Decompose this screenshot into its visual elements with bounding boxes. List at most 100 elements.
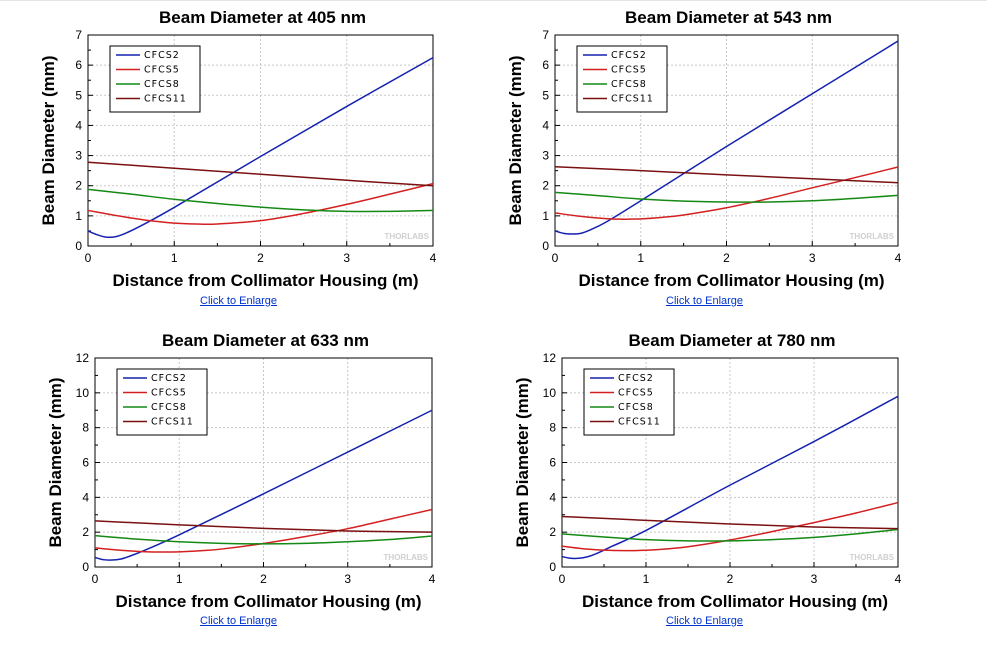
legend-label-cfcs2: CFCS2: [151, 373, 187, 384]
x-tick-label: 1: [643, 572, 650, 586]
series-line-cfcs5: [94, 508, 433, 553]
series-line-cfcs8: [561, 528, 899, 542]
y-tick-label: 6: [82, 456, 89, 470]
y-tick-label: 2: [75, 179, 82, 193]
y-tick-label: 0: [75, 239, 82, 253]
y-axis-title: Beam Diameter (mm): [506, 55, 525, 225]
y-tick-label: 6: [542, 58, 549, 72]
y-tick-label: 0: [542, 239, 549, 253]
x-tick-label: 4: [430, 251, 437, 265]
chart-group: Beam Diameter at 405 nm 0 1 2 3 4 0 1 2 3 4 5 6 7 Dist…: [39, 8, 437, 290]
chart-group: Beam Diameter at 780 nm0 1 2 3 4024681012Dis…: [513, 331, 902, 611]
x-tick-label: 2: [260, 572, 267, 586]
x-tick-label: 4: [895, 572, 902, 586]
legend-label-cfcs2: CFCS2: [144, 50, 180, 61]
y-tick-label: 2: [549, 525, 556, 539]
chart-780nm: Beam Diameter at 780 nm0 1 2 3 4024681012Dis…: [513, 331, 902, 611]
y-tick-label: 10: [76, 386, 90, 400]
x-tick-label: 1: [171, 251, 178, 265]
x-axis-title: Distance from Collimator Housing (m): [112, 271, 418, 290]
y-axis-title: Beam Diameter (mm): [513, 377, 532, 547]
legend-label-cfcs8: CFCS8: [618, 402, 654, 413]
chart-633nm: Beam Diameter at 633 nm0 1 2 3 4024681012Dis…: [46, 331, 436, 611]
x-tick-label: 3: [343, 251, 350, 265]
series-line-cfcs2: [87, 56, 434, 239]
legend-label-cfcs5: CFCS5: [618, 388, 654, 399]
series-line-cfcs5: [554, 166, 899, 220]
legend-label-cfcs11: CFCS11: [611, 94, 654, 105]
y-tick-label: 4: [542, 118, 549, 132]
y-tick-label: 10: [543, 386, 557, 400]
y-tick-label: 1: [75, 209, 82, 223]
y-axis-title: Beam Diameter (mm): [46, 377, 65, 547]
chart-title: Beam Diameter at 405 nm: [159, 8, 366, 27]
x-axis-title: Distance from Collimator Housing (m): [578, 271, 884, 290]
x-axis-title: Distance from Collimator Housing (m): [115, 592, 421, 611]
legend-label-cfcs5: CFCS5: [151, 388, 187, 399]
chart-543nm: Beam Diameter at 543 nm 0 1 2 3 4 0 1 2 3 4 5 6 7 Dist…: [506, 8, 902, 290]
x-tick-label: 3: [809, 251, 816, 265]
series-line-cfcs8: [554, 191, 899, 203]
y-tick-label: 0: [549, 560, 556, 574]
series-line-cfcs5: [561, 501, 899, 552]
y-tick-label: 3: [542, 149, 549, 163]
legend-label-cfcs11: CFCS11: [144, 94, 187, 105]
y-tick-label: 6: [549, 456, 556, 470]
y-tick-label: 12: [76, 351, 90, 365]
x-tick-label: 0: [85, 251, 92, 265]
legend-label-cfcs8: CFCS8: [611, 79, 647, 90]
y-tick-label: 5: [75, 88, 82, 102]
x-tick-label: 4: [895, 251, 902, 265]
y-tick-label: 1: [542, 209, 549, 223]
series-line-cfcs5: [87, 182, 434, 226]
x-tick-label: 3: [811, 572, 818, 586]
series-line-cfcs2: [561, 395, 899, 560]
thorlabs-watermark: THORLABS: [850, 553, 895, 562]
series-line-cfcs11: [94, 520, 433, 533]
y-axis-title: Beam Diameter (mm): [39, 55, 58, 225]
legend-label-cfcs2: CFCS2: [611, 50, 647, 61]
x-tick-label: 2: [257, 251, 264, 265]
y-tick-label: 7: [75, 28, 82, 42]
click-to-enlarge-link-780nm[interactable]: Click to Enlarge: [666, 615, 744, 627]
thorlabs-watermark: THORLABS: [384, 553, 429, 562]
series-line-cfcs11: [561, 515, 899, 530]
x-tick-label: 0: [92, 572, 99, 586]
x-axis-title: Distance from Collimator Housing (m): [582, 592, 888, 611]
legend-box: [576, 45, 668, 113]
x-tick-label: 0: [552, 251, 559, 265]
chart-405nm: Beam Diameter at 405 nm 0 1 2 3 4 0 1 2 3 4 5 6 7 Dist…: [39, 8, 437, 290]
y-tick-label: 8: [549, 421, 556, 435]
chart-title: Beam Diameter at 543 nm: [625, 8, 832, 27]
y-tick-label: 0: [82, 560, 89, 574]
series-line-cfcs11: [554, 165, 899, 184]
legend-label-cfcs2: CFCS2: [618, 373, 654, 384]
legend-label-cfcs8: CFCS8: [144, 79, 180, 90]
click-to-enlarge-link-543nm[interactable]: Click to Enlarge: [666, 295, 744, 307]
click-to-enlarge-link-633nm[interactable]: Click to Enlarge: [200, 615, 278, 627]
y-tick-label: 6: [75, 58, 82, 72]
legend-box: [116, 368, 208, 436]
top-border: [0, 0, 987, 1]
y-tick-label: 3: [75, 149, 82, 163]
legend-label-cfcs11: CFCS11: [151, 417, 194, 428]
chart-panel-780nm: Beam Diameter at 780 nm 0 1 2 3 4 0 2 4 6 8 10 12 Dis…: [470, 325, 950, 648]
chart-title: Beam Diameter at 633 nm: [162, 331, 369, 350]
legend-box: [583, 368, 675, 436]
legend-box: [109, 45, 201, 113]
chart-title: Beam Diameter at 780 nm: [629, 331, 836, 350]
legend-label-cfcs5: CFCS5: [144, 65, 180, 76]
chart-panel-543nm: Beam Diameter at 543 nm 0 1 2 3 4 0 1 2 3 4 5 6 7 Dist…: [470, 0, 950, 320]
y-tick-label: 7: [542, 28, 549, 42]
x-tick-label: 2: [723, 251, 730, 265]
x-tick-label: 1: [176, 572, 183, 586]
y-tick-label: 4: [75, 118, 82, 132]
legend-label-cfcs8: CFCS8: [151, 402, 187, 413]
click-to-enlarge-link-405nm[interactable]: Click to Enlarge: [200, 295, 278, 307]
chart-panel-633nm: Beam Diameter at 633 nm 0 1 2 3 4 0 2 4 6 8 10 12 Dis…: [0, 325, 460, 648]
y-tick-label: 4: [82, 490, 89, 504]
legend-label-cfcs5: CFCS5: [611, 65, 647, 76]
y-tick-label: 4: [549, 490, 556, 504]
thorlabs-watermark: THORLABS: [850, 232, 895, 241]
y-tick-label: 8: [82, 421, 89, 435]
